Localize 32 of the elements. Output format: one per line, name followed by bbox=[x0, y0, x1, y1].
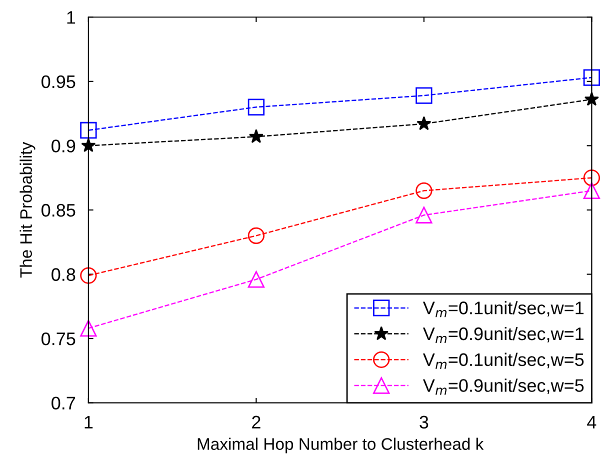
point bbox=[583, 69, 600, 86]
x-tick-label: 4 bbox=[587, 416, 596, 428]
point bbox=[416, 182, 432, 200]
point bbox=[248, 98, 265, 116]
point bbox=[80, 320, 97, 337]
x-tick-label: 3 bbox=[420, 416, 428, 429]
point bbox=[583, 182, 600, 200]
point bbox=[81, 138, 96, 152]
point bbox=[416, 116, 432, 130]
point bbox=[248, 129, 264, 144]
y-tick-label: 0.9 bbox=[52, 140, 76, 152]
y-tick-label: 0.75 bbox=[42, 332, 76, 346]
x-axis-title: Maximal Hop Number to Clusterhead k bbox=[198, 438, 484, 454]
legend-label: V$_{m}$=0.9unit/sec,w=1 bbox=[422, 326, 584, 343]
legend-label: V$_{m}$=0.1unit/sec,w=5 bbox=[422, 352, 584, 369]
y-tick-label: 0.7 bbox=[52, 396, 76, 410]
y-axis-title: The Hit Probability bbox=[20, 142, 36, 278]
point bbox=[416, 206, 432, 224]
y-tick-label: 0.95 bbox=[42, 75, 76, 88]
point bbox=[583, 169, 600, 186]
legend-label: V$_{m}$=0.9unit/sec,w=5 bbox=[422, 378, 584, 395]
x-tick-label: 1 bbox=[84, 416, 93, 428]
point bbox=[248, 227, 265, 244]
x-tick-label: 2 bbox=[252, 416, 260, 428]
point bbox=[248, 271, 265, 288]
point bbox=[416, 87, 432, 104]
point bbox=[80, 267, 97, 284]
legend-label: V$_{m}$=0.1unit/sec,w=1 bbox=[422, 301, 584, 318]
y-tick-label: 1 bbox=[67, 11, 76, 24]
y-tick-label: 0.85 bbox=[42, 204, 76, 217]
point bbox=[80, 122, 97, 139]
y-tick-label: 0.8 bbox=[52, 268, 76, 281]
